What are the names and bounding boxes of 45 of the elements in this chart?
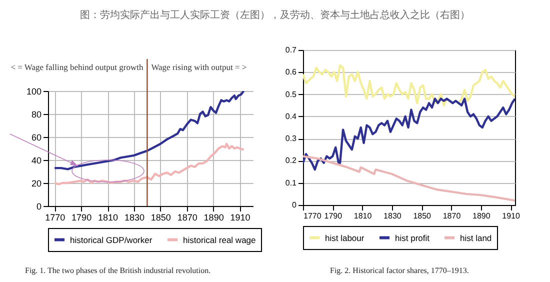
x-tick-label: 1810 (354, 212, 372, 220)
y-tick-label: 60 (31, 132, 42, 142)
x-tick-label: 1890 (204, 212, 224, 222)
line-series (54, 142, 245, 186)
y-tick-label: 100 (26, 86, 42, 96)
x-tick-label: 1870 (442, 212, 462, 220)
line-series (54, 91, 245, 170)
x-tick-label: 1810 (98, 212, 118, 222)
y-tick-label: 20 (31, 178, 42, 188)
x-tick-label: 1870 (177, 212, 198, 222)
x-tick-label: 1790 (324, 212, 343, 220)
x-tick-label: 1910 (502, 212, 520, 220)
line-series (303, 155, 515, 202)
y-tick-label: 0.5 (285, 90, 298, 99)
caption: Fig. 2. Historical factor shares, 1770–1913. (330, 266, 469, 275)
y-tick-label: 0.1 (285, 178, 298, 188)
x-tick-label: 1910 (230, 212, 250, 222)
text: 图：劳均实际产出与工人实际工资（左图），及劳动、资本与土地占总收入之比（右图） (79, 8, 471, 22)
y-tick-label: 0 (292, 200, 298, 210)
y-tick-label: 0.6 (285, 68, 298, 77)
x-tick-label: 1830 (124, 212, 144, 222)
x-tick-label: 1890 (472, 212, 491, 220)
caption: Fig. 1. The two phases of the British industrial revolution. (25, 266, 211, 275)
legend-label: historical GDP/worker (70, 234, 152, 245)
legend-label: hist labour (325, 232, 364, 243)
y-tick-label: 0.7 (285, 46, 298, 54)
line-series (303, 64, 515, 106)
y-tick-label: 0.2 (285, 156, 298, 166)
x-tick-label: 1830 (384, 212, 402, 220)
text: Wage rising with output = > (151, 62, 247, 72)
legend-label: hist profit (395, 232, 430, 243)
x-tick-label: 1850 (413, 212, 432, 220)
x-tick-label: 1850 (150, 212, 171, 222)
y-tick-label: 0 (36, 202, 42, 212)
y-tick-label: 40 (31, 156, 42, 166)
x-tick-label: 1770 (304, 212, 322, 220)
text: < = Wage falling behind output growth (10, 62, 144, 72)
y-tick-label: 80 (31, 110, 42, 120)
x-tick-label: 1770 (45, 212, 66, 222)
x-tick-label: 1790 (72, 212, 92, 222)
y-tick-label: 0.3 (285, 134, 298, 144)
y-tick-label: 0.4 (285, 112, 298, 121)
line-series (303, 98, 515, 171)
legend-label: hist land (460, 232, 492, 243)
legend-label: historical real wage (183, 234, 256, 245)
